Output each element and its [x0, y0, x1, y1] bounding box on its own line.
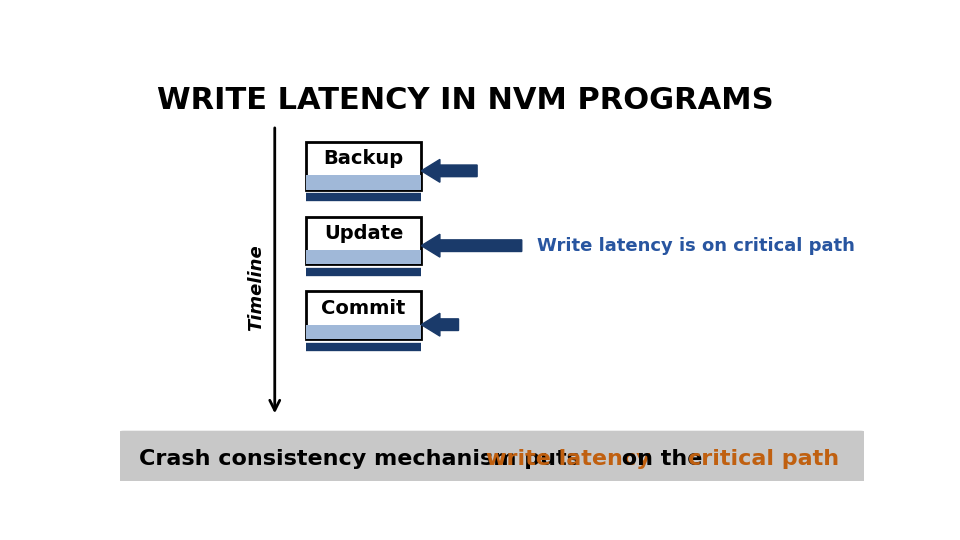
Text: Update: Update	[324, 224, 403, 243]
Text: write latency: write latency	[487, 449, 651, 469]
Text: Crash consistency mechanism puts: Crash consistency mechanism puts	[138, 449, 588, 469]
Bar	[306, 292, 421, 339]
FancyArrow shape	[421, 313, 459, 336]
Bar	[306, 325, 421, 339]
FancyBboxPatch shape	[116, 431, 868, 483]
FancyArrow shape	[421, 234, 522, 257]
Bar	[306, 250, 421, 265]
FancyArrow shape	[421, 159, 477, 183]
Text: Backup: Backup	[324, 149, 404, 168]
Text: Timeline: Timeline	[247, 244, 265, 330]
Text: Commit: Commit	[322, 299, 406, 318]
Bar	[306, 141, 421, 190]
Bar	[306, 217, 421, 265]
Text: on the: on the	[613, 449, 710, 469]
Text: WRITE LATENCY IN NVM PROGRAMS: WRITE LATENCY IN NVM PROGRAMS	[157, 85, 774, 114]
Text: Write latency is on critical path: Write latency is on critical path	[537, 237, 854, 255]
Bar	[306, 175, 421, 190]
Text: critical path: critical path	[688, 449, 839, 469]
